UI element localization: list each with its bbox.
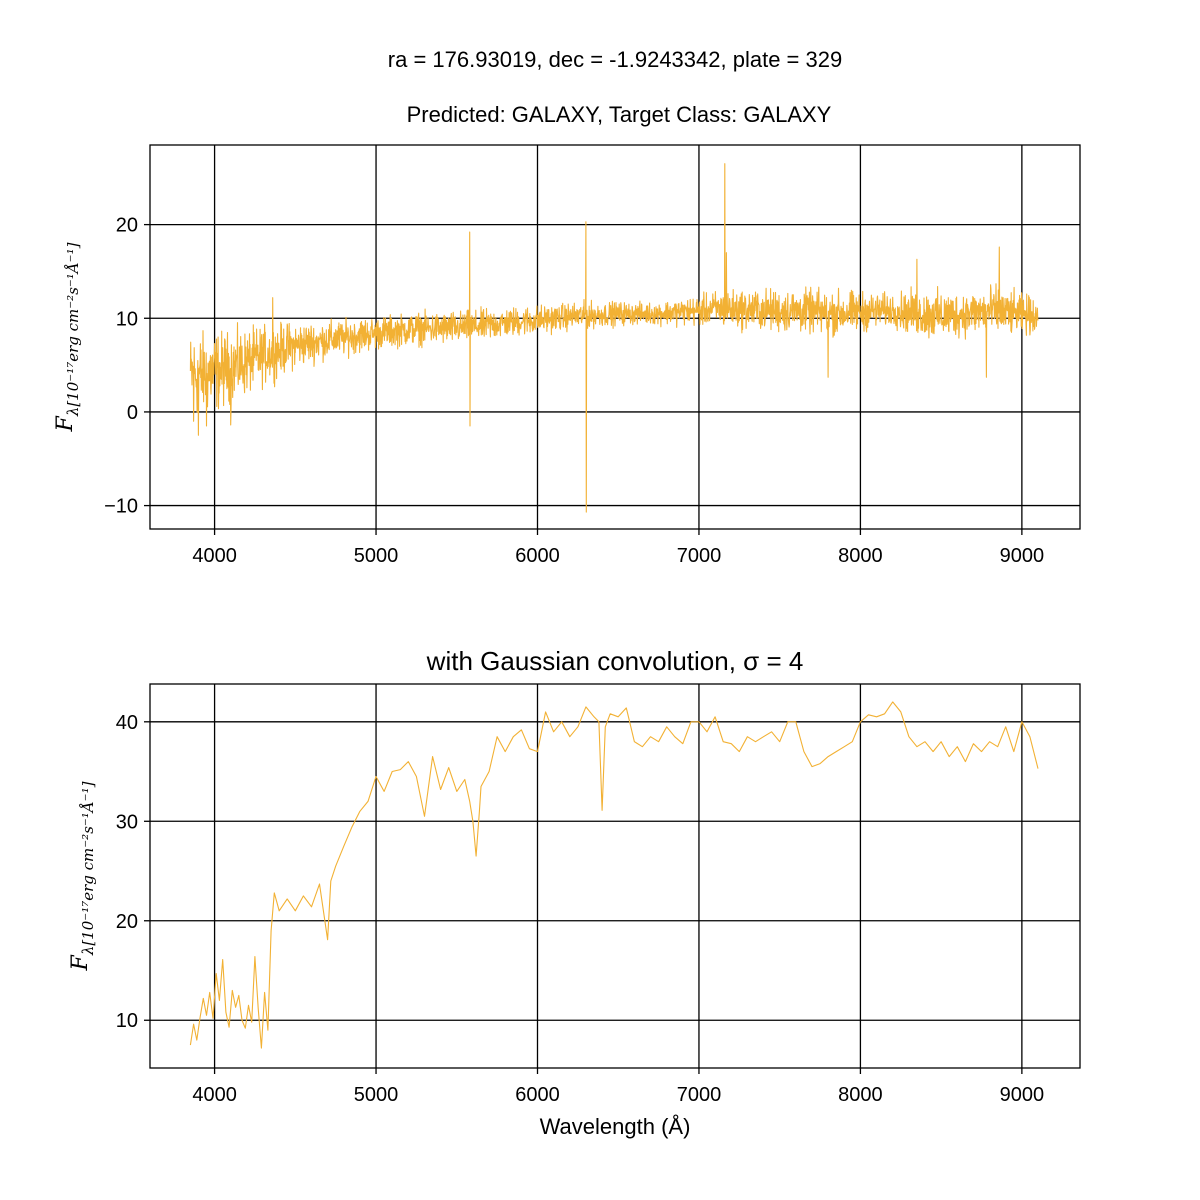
smoothed-spectrum-panel: with Gaussian convolution, σ = 4 4000 500… xyxy=(68,646,1081,1139)
raw-spectrum-ytick-label: 10 xyxy=(116,308,138,330)
smoothed-spectrum-series xyxy=(189,701,1039,1049)
smoothed-spectrum-ytick-label: 40 xyxy=(116,712,138,734)
smoothed-spectrum-ylabel: Fλ[10⁻¹⁷erg cm⁻²s⁻¹Å⁻¹] xyxy=(68,781,97,971)
raw-spectrum-xtick-label: 7000 xyxy=(677,545,722,567)
smoothed-spectrum-ytick-label: 20 xyxy=(116,911,138,933)
smoothed-spectrum-ytick-label: 30 xyxy=(116,811,138,833)
raw-spectrum-line xyxy=(189,163,1039,513)
raw-spectrum-ytick-label: −10 xyxy=(104,496,138,518)
raw-spectrum-ylabel: Fλ[10⁻¹⁷erg cm⁻²s⁻¹Å⁻¹] xyxy=(53,242,82,432)
raw-spectrum-ticks: 4000 5000 6000 7000 8000 9000 −10 0 10 20 xyxy=(104,215,1044,567)
smoothed-spectrum-axes-frame xyxy=(149,683,1081,1069)
raw-spectrum-axes-frame xyxy=(149,144,1081,530)
raw-spectrum-title: Predicted: GALAXY, Target Class: GALAXY xyxy=(407,102,832,127)
smoothed-spectrum-xtick-label: 6000 xyxy=(515,1084,560,1106)
raw-spectrum-xtick-label: 6000 xyxy=(515,545,560,567)
smoothed-spectrum-xtick-label: 5000 xyxy=(354,1084,399,1106)
smoothed-spectrum-xlabel: Wavelength (Å) xyxy=(540,1114,691,1139)
raw-spectrum-ytick-label: 0 xyxy=(127,402,138,424)
smoothed-spectrum-ticks: 4000 5000 6000 7000 8000 9000 10 20 30 40 xyxy=(116,712,1044,1106)
raw-spectrum-xtick-label: 9000 xyxy=(1000,545,1045,567)
raw-spectrum-series xyxy=(189,163,1039,513)
smoothed-spectrum-xtick-label: 9000 xyxy=(1000,1084,1045,1106)
smoothed-spectrum-title: with Gaussian convolution, σ = 4 xyxy=(426,646,804,676)
raw-spectrum-panel: Predicted: GALAXY, Target Class: GALAXY … xyxy=(53,102,1081,567)
raw-spectrum-xtick-label: 5000 xyxy=(354,545,399,567)
raw-spectrum-ytick-label: 20 xyxy=(116,215,138,237)
smoothed-spectrum-line xyxy=(189,701,1039,1049)
smoothed-spectrum-xtick-label: 7000 xyxy=(677,1084,722,1106)
smoothed-spectrum-xtick-label: 4000 xyxy=(192,1084,237,1106)
smoothed-spectrum-grid xyxy=(150,684,1080,1068)
smoothed-spectrum-xtick-label: 8000 xyxy=(838,1084,883,1106)
raw-spectrum-xtick-label: 4000 xyxy=(192,545,237,567)
smoothed-spectrum-ytick-label: 10 xyxy=(116,1010,138,1032)
raw-spectrum-xtick-label: 8000 xyxy=(838,545,883,567)
figure-suptitle: ra = 176.93019, dec = -1.9243342, plate … xyxy=(388,47,842,72)
